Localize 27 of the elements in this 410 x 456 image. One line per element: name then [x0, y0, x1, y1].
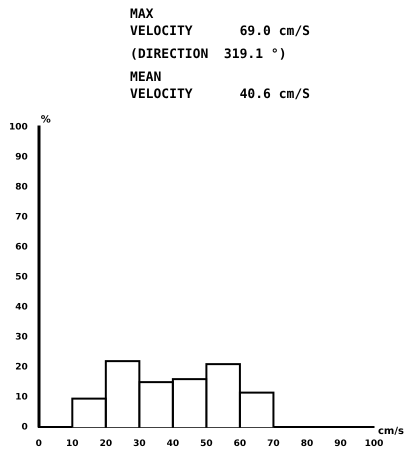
text: (DIRECTION 319.1 °): [130, 46, 288, 63]
text: MAX VELOCITY 69.0 cm/S: [130, 6, 310, 40]
text: MEAN VELOCITY 40.6 cm/S: [130, 69, 310, 103]
y-axis-title: %: [40, 114, 51, 126]
y-tick-label: 50: [15, 272, 28, 282]
x-tick-label: 20: [100, 438, 112, 449]
y-tick-label: 10: [15, 392, 28, 403]
y-tick-label: 60: [15, 242, 28, 252]
x-tick-label: 80: [300, 438, 314, 449]
y-tick-label: 30: [15, 332, 28, 342]
x-tick-label: 70: [267, 438, 280, 449]
x-tick-label: 10: [66, 438, 79, 449]
y-tick-label: 70: [15, 212, 28, 222]
x-axis-title: cm/s: [378, 426, 404, 437]
x-tick-label: 50: [200, 438, 213, 449]
y-tick-label: 40: [15, 302, 28, 312]
y-tick-label: 90: [15, 152, 28, 162]
y-tick-label: 0: [22, 422, 28, 433]
y-tick-label: 20: [15, 362, 28, 373]
x-tick-label: 90: [334, 438, 347, 449]
y-tick-label: 80: [15, 182, 28, 192]
x-tick-label: 40: [166, 438, 180, 449]
x-tick-label: 60: [234, 438, 246, 449]
x-tick-label: 30: [133, 438, 146, 449]
x-tick-label: 100: [364, 438, 384, 449]
x-tick-label: 0: [36, 438, 42, 449]
y-tick-label: 100: [8, 122, 28, 132]
